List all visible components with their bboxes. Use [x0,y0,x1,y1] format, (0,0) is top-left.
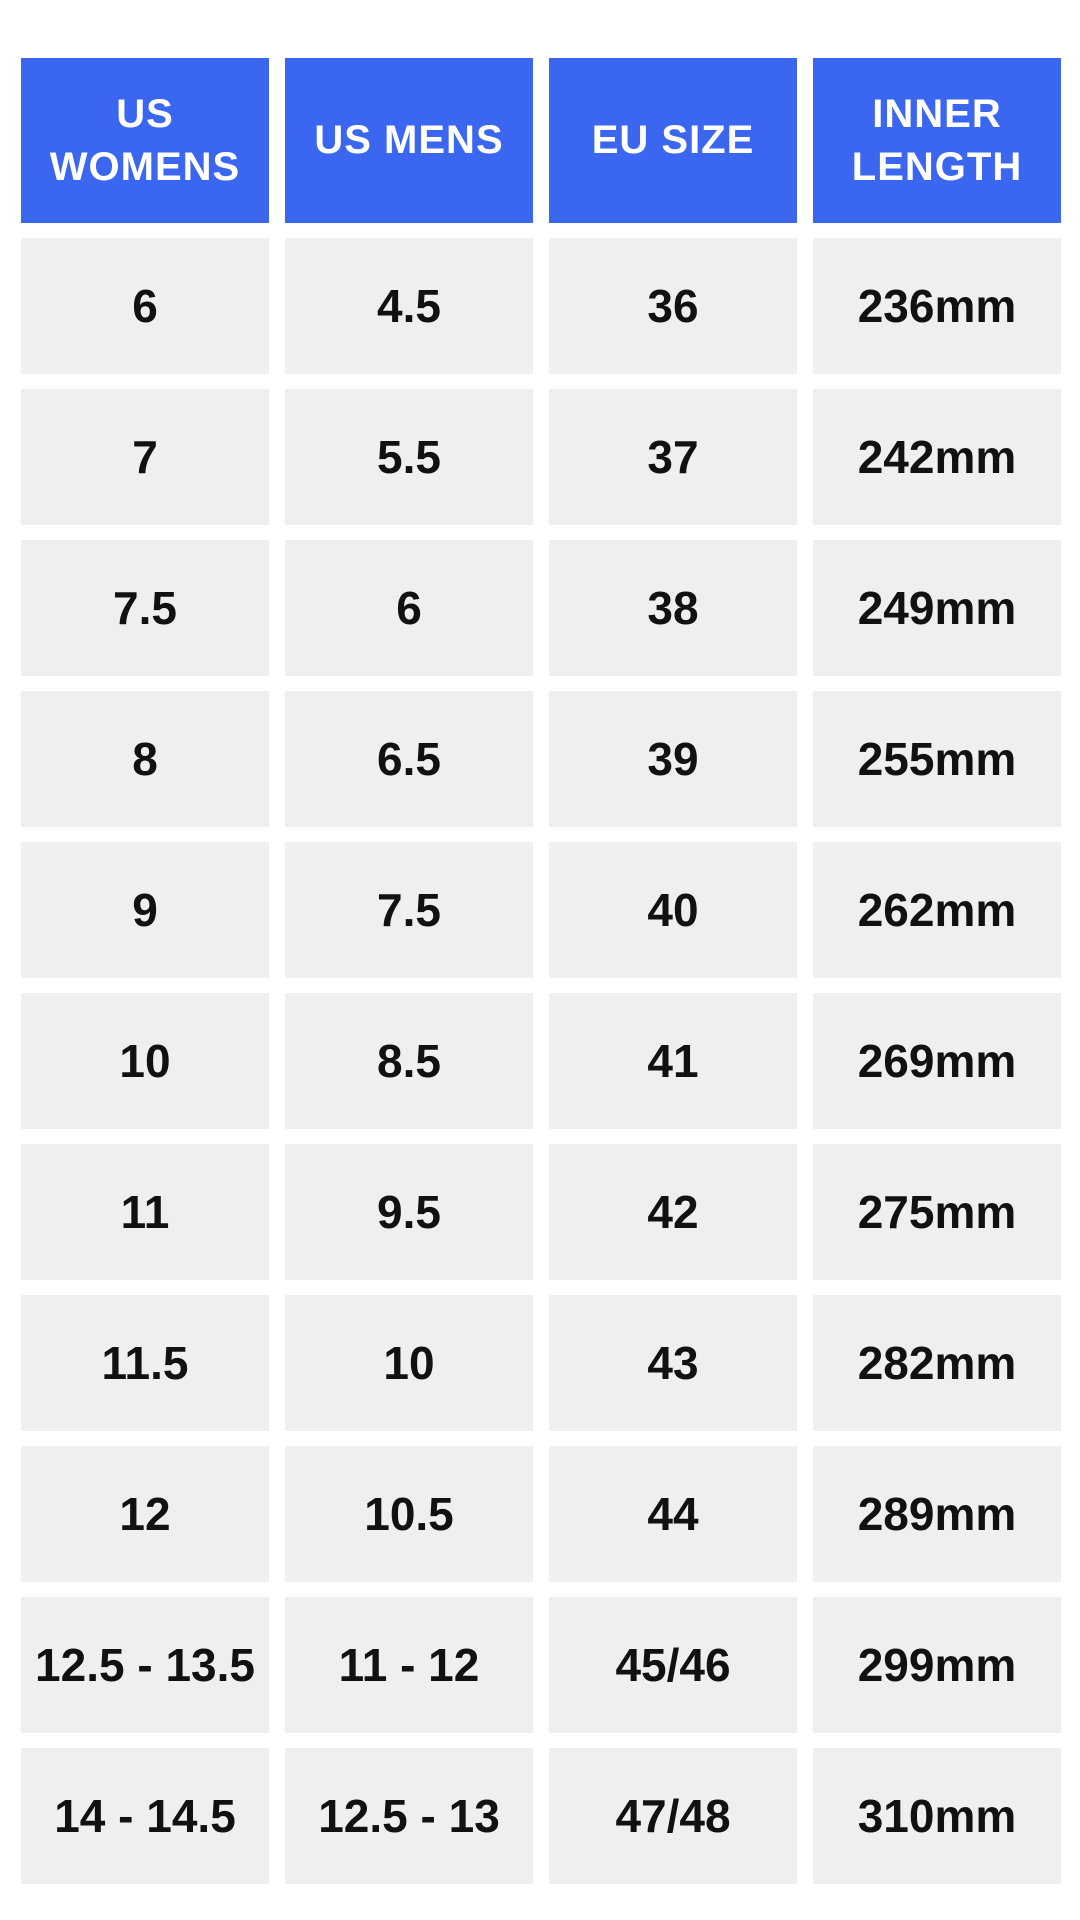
table-cell-eu-size: 37 [549,389,797,525]
table-cell-us-womens: 9 [21,842,269,978]
table-cell-us-womens: 8 [21,691,269,827]
table-cell-eu-size: 39 [549,691,797,827]
table-cell-us-womens: 12 [21,1446,269,1582]
table-cell-us-mens: 6 [285,540,533,676]
table-cell-us-womens: 7 [21,389,269,525]
table-cell-us-mens: 6.5 [285,691,533,827]
column-header-us-womens: US WOMENS [21,58,269,223]
column-header-us-mens: US MENS [285,58,533,223]
table-cell-us-womens: 11 [21,1144,269,1280]
table-cell-eu-size: 43 [549,1295,797,1431]
table-cell-inner-length: 262mm [813,842,1061,978]
table-cell-eu-size: 44 [549,1446,797,1582]
table-cell-eu-size: 45/46 [549,1597,797,1733]
table-cell-eu-size: 40 [549,842,797,978]
column-header-inner-length: INNER LENGTH [813,58,1061,223]
table-cell-inner-length: 255mm [813,691,1061,827]
table-cell-eu-size: 47/48 [549,1748,797,1884]
table-cell-us-womens: 11.5 [21,1295,269,1431]
table-cell-us-womens: 6 [21,238,269,374]
table-cell-inner-length: 269mm [813,993,1061,1129]
table-cell-us-womens: 14 - 14.5 [21,1748,269,1884]
table-cell-inner-length: 282mm [813,1295,1061,1431]
table-cell-us-womens: 7.5 [21,540,269,676]
table-cell-us-womens: 12.5 - 13.5 [21,1597,269,1733]
table-cell-us-mens: 10 [285,1295,533,1431]
table-cell-us-mens: 7.5 [285,842,533,978]
table-cell-inner-length: 275mm [813,1144,1061,1280]
table-cell-inner-length: 310mm [813,1748,1061,1884]
table-cell-eu-size: 41 [549,993,797,1129]
table-cell-eu-size: 38 [549,540,797,676]
table-cell-us-mens: 4.5 [285,238,533,374]
table-cell-eu-size: 36 [549,238,797,374]
table-cell-us-mens: 5.5 [285,389,533,525]
table-cell-inner-length: 289mm [813,1446,1061,1582]
table-cell-inner-length: 249mm [813,540,1061,676]
table-cell-us-mens: 8.5 [285,993,533,1129]
table-cell-us-womens: 10 [21,993,269,1129]
table-cell-us-mens: 11 - 12 [285,1597,533,1733]
table-cell-inner-length: 236mm [813,238,1061,374]
shoe-size-conversion-table: US WOMENS US MENS EU SIZE INNER LENGTH 6… [21,58,1061,1884]
table-cell-eu-size: 42 [549,1144,797,1280]
table-cell-inner-length: 299mm [813,1597,1061,1733]
table-cell-inner-length: 242mm [813,389,1061,525]
table-cell-us-mens: 9.5 [285,1144,533,1280]
column-header-eu-size: EU SIZE [549,58,797,223]
table-cell-us-mens: 10.5 [285,1446,533,1582]
table-cell-us-mens: 12.5 - 13 [285,1748,533,1884]
